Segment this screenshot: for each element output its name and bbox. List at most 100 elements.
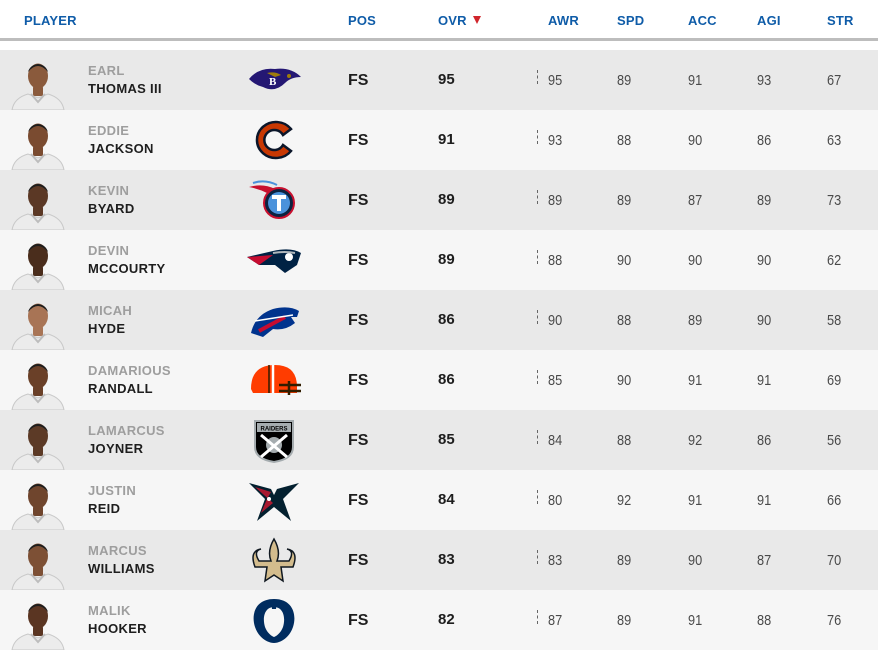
column-header-spd[interactable]: SPD	[617, 13, 645, 28]
stat-agi: 86	[757, 432, 772, 449]
table-row[interactable]: LAMARCUS JOYNER RAIDERS FS 85 84 88 92 86 56	[0, 410, 878, 470]
column-header-pos[interactable]: POS	[348, 13, 377, 28]
stat-agi: 88	[757, 612, 772, 629]
bills-logo	[245, 297, 303, 343]
table-row[interactable]: MALIK HOOKER FS 82 87 89 91 88 76	[0, 590, 878, 650]
header-spacer	[0, 41, 878, 50]
player-last-name[interactable]: JACKSON	[88, 141, 154, 156]
player-headshot	[8, 178, 68, 230]
player-overall-rating: 86	[438, 311, 455, 328]
player-first-name[interactable]: DAMARIOUS	[88, 363, 171, 378]
table-row[interactable]: KEVIN BYARD FS 89 89 89 87 89 73	[0, 170, 878, 230]
stat-awr: 84	[548, 432, 563, 449]
player-first-name[interactable]: MALIK	[88, 603, 131, 618]
stat-str: 63	[827, 132, 842, 149]
browns-logo	[245, 357, 303, 403]
player-last-name[interactable]: REID	[88, 501, 121, 516]
player-last-name[interactable]: WILLIAMS	[88, 561, 155, 576]
stat-str: 66	[827, 492, 842, 509]
table-row[interactable]: MICAH HYDE FS 86 90 88 89 90 58	[0, 290, 878, 350]
stat-str: 62	[827, 252, 842, 269]
player-last-name[interactable]: HOOKER	[88, 621, 147, 636]
table-row[interactable]: EARL THOMAS III FS 95 95 89 91 93 67	[0, 50, 878, 110]
player-position: FS	[348, 612, 369, 629]
column-header-awr[interactable]: AWR	[548, 13, 579, 28]
player-overall-rating: 84	[438, 491, 455, 508]
player-last-name[interactable]: HYDE	[88, 321, 126, 336]
stat-awr: 88	[548, 252, 563, 269]
player-overall-rating: 91	[438, 131, 455, 148]
player-position: FS	[348, 192, 369, 209]
rating-divider	[537, 490, 538, 504]
stat-awr: 90	[548, 312, 563, 329]
table-row[interactable]: EDDIE JACKSON FS 91 93 88 90 86 63	[0, 110, 878, 170]
player-first-name[interactable]: MICAH	[88, 303, 133, 318]
player-first-name[interactable]: MARCUS	[88, 543, 147, 558]
player-first-name[interactable]: LAMARCUS	[88, 423, 165, 438]
stat-spd: 90	[617, 252, 632, 269]
sort-descending-icon	[472, 16, 481, 24]
stat-acc: 90	[688, 552, 703, 569]
stat-awr: 85	[548, 372, 563, 389]
stat-agi: 89	[757, 192, 772, 209]
column-header-ovr-label: OVR	[438, 13, 467, 28]
player-overall-rating: 86	[438, 371, 455, 388]
player-headshot	[8, 478, 68, 530]
table-row[interactable]: MARCUS WILLIAMS FS 83 83 89 90 87 70	[0, 530, 878, 590]
player-headshot	[8, 538, 68, 590]
column-header-player[interactable]: PLAYER	[24, 13, 77, 28]
stat-acc: 87	[688, 192, 703, 209]
stat-acc: 92	[688, 432, 703, 449]
player-last-name[interactable]: RANDALL	[88, 381, 153, 396]
player-first-name[interactable]: EDDIE	[88, 123, 130, 138]
stat-spd: 88	[617, 132, 632, 149]
player-first-name[interactable]: KEVIN	[88, 183, 130, 198]
bears-logo	[245, 117, 303, 163]
stat-awr: 87	[548, 612, 563, 629]
player-overall-rating: 95	[438, 71, 455, 88]
stat-acc: 90	[688, 252, 703, 269]
player-headshot	[8, 598, 68, 650]
svg-text:RAIDERS: RAIDERS	[260, 427, 287, 433]
rating-divider	[537, 550, 538, 564]
player-position: FS	[348, 312, 369, 329]
player-position: FS	[348, 252, 369, 269]
player-position: FS	[348, 492, 369, 509]
rating-divider	[537, 70, 538, 84]
rating-divider	[537, 130, 538, 144]
stat-str: 76	[827, 612, 842, 629]
stat-acc: 90	[688, 132, 703, 149]
player-last-name[interactable]: JOYNER	[88, 441, 144, 456]
stat-awr: 89	[548, 192, 563, 209]
player-last-name[interactable]: THOMAS III	[88, 81, 162, 96]
player-first-name[interactable]: DEVIN	[88, 243, 130, 258]
player-overall-rating: 85	[438, 431, 455, 448]
stat-awr: 80	[548, 492, 563, 509]
player-last-name[interactable]: BYARD	[88, 201, 135, 216]
player-first-name[interactable]: EARL	[88, 63, 125, 78]
stat-spd: 88	[617, 432, 632, 449]
stat-acc: 89	[688, 312, 703, 329]
stat-agi: 91	[757, 492, 772, 509]
table-row[interactable]: DAMARIOUS RANDALL FS 86 85 90 91 91 69	[0, 350, 878, 410]
column-header-acc[interactable]: ACC	[688, 13, 717, 28]
column-header-str[interactable]: STR	[827, 13, 854, 28]
rating-divider	[537, 430, 538, 444]
player-first-name[interactable]: JUSTIN	[88, 483, 137, 498]
stat-awr: 95	[548, 72, 563, 89]
stat-spd: 89	[617, 612, 632, 629]
stat-acc: 91	[688, 612, 703, 629]
player-last-name[interactable]: MCCOURTY	[88, 261, 166, 276]
rating-divider	[537, 190, 538, 204]
stat-str: 56	[827, 432, 842, 449]
table-row[interactable]: DEVIN MCCOURTY FS 89 88 90 90 90 62	[0, 230, 878, 290]
table-row[interactable]: JUSTIN REID FS 84 80 92 91 91 66	[0, 470, 878, 530]
stat-str: 73	[827, 192, 842, 209]
rating-divider	[537, 250, 538, 264]
column-header-agi[interactable]: AGI	[757, 13, 781, 28]
player-headshot	[8, 358, 68, 410]
stat-str: 70	[827, 552, 842, 569]
column-header-ovr[interactable]: OVR	[438, 13, 481, 28]
ravens-logo	[245, 57, 303, 103]
player-headshot	[8, 238, 68, 290]
